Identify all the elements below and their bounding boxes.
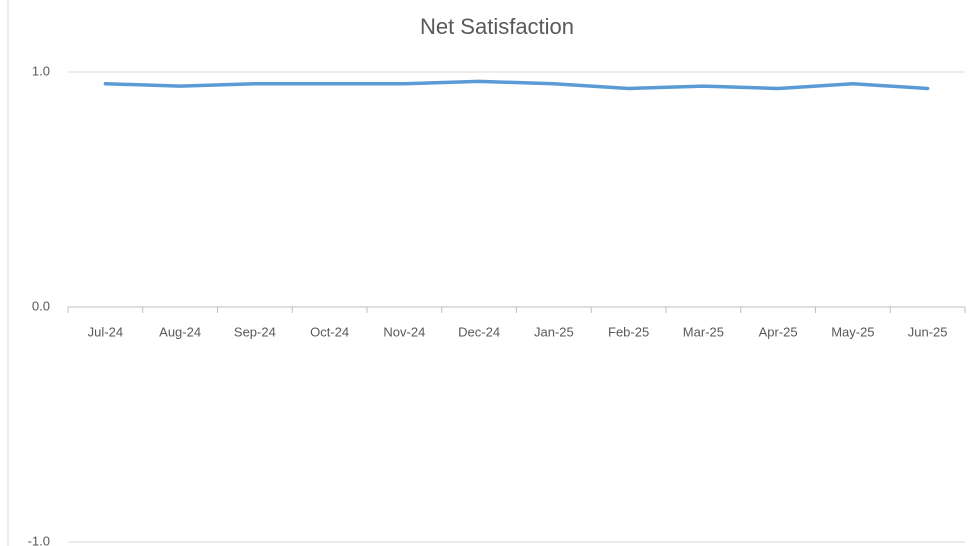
y-tick-label: -1.0	[28, 533, 50, 546]
x-tick-label: Apr-25	[759, 324, 798, 339]
x-tick-label: Mar-25	[683, 324, 724, 339]
x-tick-label: Jun-25	[908, 324, 948, 339]
y-tick-label: 0.0	[32, 298, 50, 313]
x-tick-label: Dec-24	[458, 324, 500, 339]
x-tick-label: May-25	[831, 324, 874, 339]
chart-title: Net Satisfaction	[420, 14, 574, 39]
x-tick-label: Jul-24	[88, 324, 123, 339]
y-tick-label: 1.0	[32, 63, 50, 78]
x-tick-label: Sep-24	[234, 324, 276, 339]
line-series	[103, 79, 930, 91]
x-tick-label: Jan-25	[534, 324, 574, 339]
x-tick-label: Oct-24	[310, 324, 349, 339]
x-tick-label: Nov-24	[383, 324, 425, 339]
x-tick-label: Feb-25	[608, 324, 649, 339]
x-tick-label: Aug-24	[159, 324, 201, 339]
